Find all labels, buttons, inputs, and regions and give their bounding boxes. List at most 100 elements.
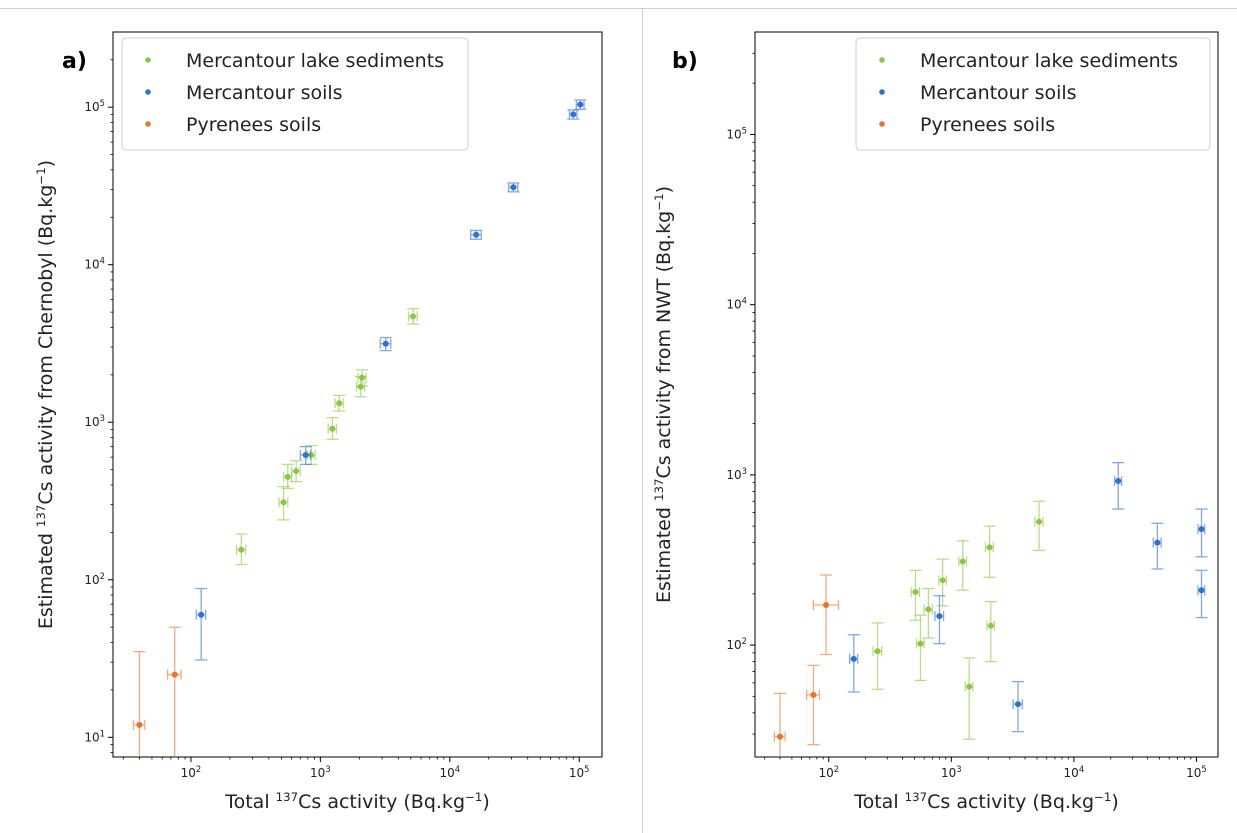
y-axis-label-sup: 137 bbox=[652, 479, 666, 501]
data-point bbox=[280, 499, 287, 506]
data-point bbox=[987, 622, 994, 629]
data-point bbox=[293, 468, 300, 475]
x-tick-label: 102 bbox=[181, 764, 202, 780]
error-bar bbox=[299, 445, 312, 466]
x-tick-base: 10 bbox=[941, 766, 956, 780]
error-bar bbox=[132, 650, 146, 757]
x-tick-exp: 2 bbox=[834, 764, 839, 774]
y-tick-base: 10 bbox=[84, 573, 99, 587]
x-axis-label-pre: Total bbox=[853, 791, 904, 813]
data-point bbox=[410, 313, 417, 320]
x-tick-base: 10 bbox=[818, 766, 833, 780]
series-merc_soil bbox=[195, 99, 587, 661]
data-point bbox=[171, 671, 178, 678]
data-point bbox=[473, 231, 480, 238]
x-tick-label: 105 bbox=[569, 764, 590, 780]
data-point bbox=[777, 733, 784, 740]
x-tick-base: 10 bbox=[1064, 766, 1079, 780]
data-point bbox=[874, 648, 881, 655]
plot-frame bbox=[112, 31, 603, 758]
legend: Mercantour lake sediments Mercantour soil… bbox=[121, 37, 469, 151]
y-axis-label-sup: 137 bbox=[34, 505, 48, 527]
y-axis-label-post: Cs activity from NWT (Bq.kg bbox=[653, 211, 675, 479]
data-point bbox=[810, 691, 817, 698]
x-axis-label-end: ) bbox=[1111, 791, 1118, 813]
y-tick-exp: 4 bbox=[100, 256, 105, 266]
y-tick-exp: 2 bbox=[742, 636, 747, 646]
legend-box bbox=[121, 37, 469, 151]
y-tick-base: 10 bbox=[726, 127, 741, 141]
y-tick-label: 105 bbox=[84, 98, 105, 114]
data-point bbox=[959, 558, 966, 565]
error-bar bbox=[806, 664, 821, 746]
x-axis-label-sup: 137 bbox=[905, 790, 927, 804]
error-bar bbox=[1195, 508, 1208, 558]
y-tick-exp: 5 bbox=[100, 98, 105, 108]
data-point bbox=[136, 721, 143, 728]
error-bar bbox=[379, 336, 392, 352]
x-tick-label: 102 bbox=[818, 764, 839, 780]
data-point bbox=[966, 683, 973, 690]
x-axis-label-sup2: −1 bbox=[465, 790, 482, 804]
data-point bbox=[577, 101, 584, 108]
data-point bbox=[329, 425, 336, 432]
y-axis-label-sup2: −1 bbox=[34, 167, 48, 184]
x-tick-exp: 5 bbox=[584, 764, 589, 774]
data-point bbox=[1036, 518, 1043, 525]
x-axis-label-post: Cs activity (Bq.kg bbox=[298, 791, 465, 813]
legend-entry: Mercantour soils bbox=[920, 82, 1077, 104]
x-tick-exp: 5 bbox=[1201, 764, 1206, 774]
y-tick-base: 10 bbox=[726, 298, 741, 312]
data-point bbox=[308, 451, 315, 458]
y-axis-label: Estimated 137Cs activity from Chernobyl … bbox=[34, 160, 57, 629]
x-tick-exp: 2 bbox=[196, 764, 201, 774]
y-axis-label-end: ) bbox=[35, 160, 57, 167]
x-tick-base: 10 bbox=[569, 766, 584, 780]
series-pyr_soil bbox=[132, 626, 182, 757]
data-point bbox=[1115, 478, 1122, 485]
panel-label: a) bbox=[62, 49, 87, 74]
error-bar bbox=[922, 587, 935, 639]
error-bar bbox=[956, 540, 969, 591]
data-point bbox=[198, 611, 205, 618]
y-tick-label: 103 bbox=[84, 413, 105, 429]
x-tick-exp: 4 bbox=[455, 764, 460, 774]
x-tick-base: 10 bbox=[181, 766, 196, 780]
data-point bbox=[925, 606, 932, 613]
x-tick-exp: 3 bbox=[325, 764, 330, 774]
series-pyr_soil bbox=[773, 574, 840, 757]
data-point bbox=[850, 655, 857, 662]
x-axis-label: Total 137Cs activity (Bq.kg−1) bbox=[224, 790, 490, 813]
x-tick-label: 103 bbox=[941, 764, 962, 780]
data-point bbox=[823, 601, 830, 608]
legend: Mercantour lake sediments Mercantour soil… bbox=[855, 37, 1211, 151]
legend-entry: Mercantour soils bbox=[186, 82, 343, 104]
data-point bbox=[336, 400, 343, 407]
legend-marker bbox=[879, 121, 885, 127]
y-tick-label: 103 bbox=[726, 466, 747, 482]
y-axis-label-end: ) bbox=[653, 186, 675, 193]
y-axis-label-sup2: −1 bbox=[652, 193, 666, 210]
x-tick-label: 105 bbox=[1186, 764, 1207, 780]
y-tick-base: 10 bbox=[84, 730, 99, 744]
data-point bbox=[284, 473, 291, 480]
data-point bbox=[570, 111, 577, 118]
x-tick-exp: 3 bbox=[956, 764, 961, 774]
legend-marker bbox=[145, 89, 151, 95]
data-point bbox=[986, 544, 993, 551]
y-tick-exp: 2 bbox=[100, 571, 105, 581]
x-tick-base: 10 bbox=[1186, 766, 1201, 780]
y-tick-exp: 3 bbox=[742, 466, 747, 476]
data-point bbox=[359, 374, 366, 381]
y-tick-base: 10 bbox=[726, 638, 741, 652]
legend-marker bbox=[879, 89, 885, 95]
y-tick-base: 10 bbox=[726, 468, 741, 482]
data-point bbox=[939, 577, 946, 584]
data-point bbox=[357, 383, 364, 390]
legend-entry: Pyrenees soils bbox=[186, 114, 321, 136]
data-point bbox=[382, 340, 389, 347]
series-lake bbox=[871, 500, 1046, 740]
